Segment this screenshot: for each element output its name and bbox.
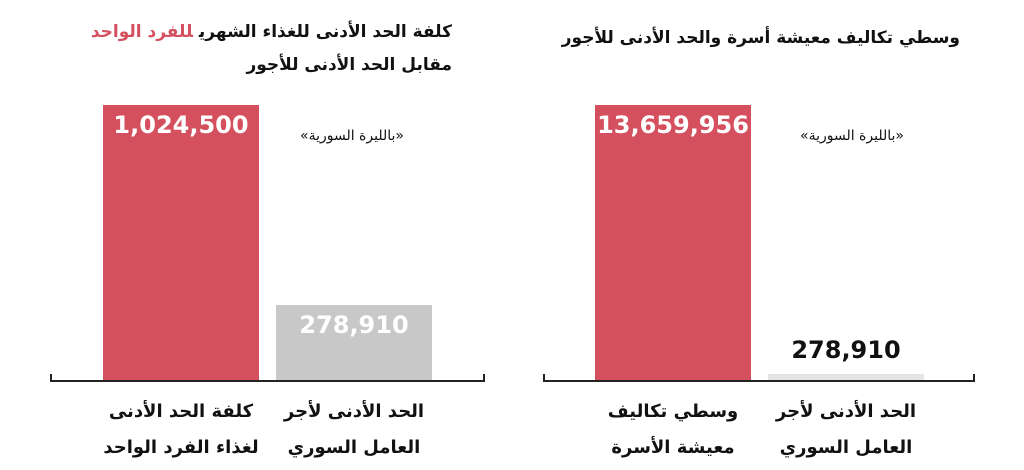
title: كلفة الحد الأدنى للغذاء الشهريللفرد الوا… xyxy=(91,22,452,42)
bar xyxy=(103,105,259,380)
value-label: 278,910 xyxy=(299,311,409,340)
chart-title: وسطي تكاليف معيشة أسرة والحد الأدنى للأج… xyxy=(561,28,960,48)
unit-note: «بالليرة السورية» xyxy=(300,128,404,144)
title: وسطي تكاليف معيشة أسرة والحد الأدنى للأج… xyxy=(562,28,960,48)
value-label: 13,659,956 xyxy=(597,111,749,139)
title-highlight: للفرد الواحد xyxy=(90,22,193,42)
bar xyxy=(768,374,924,380)
bar xyxy=(595,105,751,380)
category-label: وسطي تكاليف معيشة الأسرة xyxy=(607,401,739,458)
axis-end xyxy=(543,374,545,382)
bar xyxy=(276,305,432,380)
axis-end xyxy=(483,374,485,382)
subtitle: مقابل الحد الأدنى للأجور xyxy=(246,55,452,75)
category-label: الحد الأدنى لأجر العامل السوري xyxy=(775,401,917,458)
value-label: 1,024,500 xyxy=(113,111,249,139)
axis-end xyxy=(50,374,52,382)
axis-end xyxy=(973,374,975,382)
unit-note: «بالليرة السورية» xyxy=(800,128,904,144)
chart-title: كلفة الحد الأدنى للغذاء الشهري xyxy=(198,22,452,42)
value-label: 278,910 xyxy=(791,336,901,365)
category-label: الحد الأدنى لأجر العامل السوري xyxy=(283,401,425,458)
category-label: كلفة الحد الأدنى لغذاء الفرد الواحد xyxy=(103,401,259,458)
baseline xyxy=(50,380,485,382)
baseline xyxy=(543,380,975,382)
